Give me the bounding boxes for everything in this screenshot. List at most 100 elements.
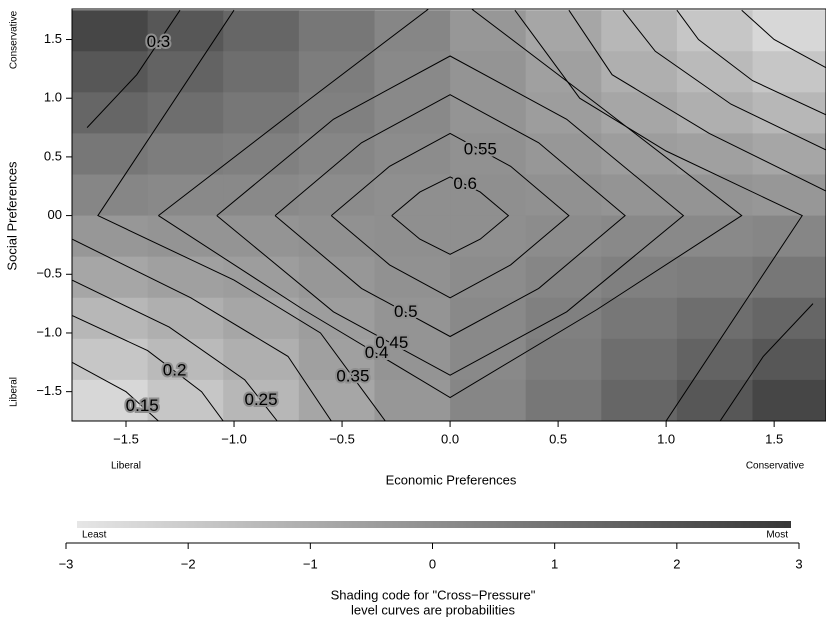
- heat-cell: [72, 10, 149, 52]
- heat-cell: [676, 133, 754, 176]
- x-tick-label: 1.5: [765, 431, 783, 446]
- colorbar-tick-label: −1: [303, 556, 318, 571]
- heat-cell: [601, 338, 678, 381]
- y-tick-label: −1.5: [36, 383, 62, 398]
- heat-cell: [374, 51, 451, 93]
- heat-cell: [72, 174, 149, 217]
- heat-cell: [298, 174, 375, 217]
- heat-cell: [298, 133, 375, 176]
- contour-label: 0.4: [365, 343, 389, 362]
- heat-cell: [374, 174, 451, 217]
- heat-cell: [298, 92, 375, 134]
- heat-cell: [752, 256, 826, 299]
- heat-cell: [752, 51, 826, 93]
- contour-line: [216, 55, 685, 376]
- heat-cell: [450, 92, 527, 134]
- colorbar: [77, 521, 791, 528]
- heat-cell: [298, 379, 375, 421]
- contour-label: 0.3: [147, 32, 171, 51]
- y-axis-title: Social Preferences: [4, 161, 19, 271]
- heat-cell: [298, 215, 375, 258]
- heat-cell: [374, 92, 451, 134]
- y-tick-label: 0.5: [44, 148, 62, 163]
- x-axis-title: Economic Preferences: [386, 472, 517, 487]
- heat-cell: [223, 10, 300, 52]
- heat-cell: [223, 133, 300, 176]
- heat-cell: [525, 92, 602, 134]
- heat-cell: [752, 379, 826, 421]
- heat-cell: [676, 10, 754, 52]
- heat-cell: [223, 256, 300, 299]
- heat-cell: [147, 92, 224, 134]
- heat-cell: [223, 338, 300, 381]
- heat-cell: [147, 379, 224, 421]
- heat-cell: [601, 174, 678, 217]
- contour-label: 0.6: [453, 174, 477, 193]
- contour-line: [274, 94, 626, 338]
- y-tick-label: −1.0: [36, 324, 62, 339]
- heat-cell: [223, 92, 300, 134]
- heat-cell: [147, 297, 224, 340]
- heat-cell: [676, 92, 754, 134]
- colorbar-title: Shading code for "Cross−Pressure": [331, 587, 536, 602]
- heat-cell: [752, 10, 826, 52]
- contours: 0.6 0.55 0.5 0.450.4 0.35 0.3 0.25 0.20.15: [72, 9, 826, 421]
- colorbar-tick-label: 2: [673, 556, 680, 571]
- heat-cell: [525, 215, 602, 258]
- heat-cell: [752, 92, 826, 134]
- x-tick-label: −1.5: [113, 431, 139, 446]
- x-tick-label: 0.0: [441, 431, 459, 446]
- heatmap: [72, 10, 826, 421]
- x-low-label: Liberal: [111, 461, 141, 472]
- heat-cell: [601, 133, 678, 176]
- heat-cell: [72, 338, 149, 381]
- heat-cell: [525, 297, 602, 340]
- heat-cell: [450, 51, 527, 93]
- contour-label: 0.2: [163, 361, 187, 380]
- heat-cell: [72, 133, 149, 176]
- y-tick-label: 1.0: [44, 90, 62, 105]
- heat-cell: [450, 215, 527, 258]
- heat-cell: [72, 215, 149, 258]
- heat-cell: [752, 297, 826, 340]
- colorbar-tick-label: −3: [59, 556, 74, 571]
- heat-cell: [147, 338, 224, 381]
- plot-frame: [71, 8, 826, 422]
- contour-line: [158, 9, 743, 399]
- heat-cell: [374, 215, 451, 258]
- heat-cell: [525, 133, 602, 176]
- heat-cell: [298, 51, 375, 93]
- heat-cell: [525, 174, 602, 217]
- colorbar-low-label: Least: [82, 530, 107, 541]
- y-high-label: Conservative: [9, 10, 20, 69]
- heat-cell: [147, 256, 224, 299]
- heat-cell: [374, 379, 451, 421]
- contour-line: [72, 9, 826, 421]
- heat-cell: [676, 256, 754, 299]
- contour-label: 0.25: [244, 390, 277, 409]
- heat-cell: [601, 297, 678, 340]
- heat-cell: [223, 297, 300, 340]
- heat-cell: [676, 215, 754, 258]
- heat-cell: [752, 133, 826, 176]
- heat-cell: [374, 10, 451, 52]
- colorbar-tick-label: 0: [429, 556, 436, 571]
- heat-cell: [298, 297, 375, 340]
- heat-cell: [676, 297, 754, 340]
- heat-cell: [525, 256, 602, 299]
- y-tick-label: 00: [48, 207, 62, 222]
- contour-label: 0.45: [375, 333, 408, 352]
- heat-cell: [601, 92, 678, 134]
- heat-cell: [601, 215, 678, 258]
- heat-cell: [450, 379, 527, 421]
- heat-cell: [752, 215, 826, 258]
- contour-label: 0.35: [336, 366, 369, 385]
- x-tick-label: −1.0: [221, 431, 247, 446]
- contour-line: [72, 9, 826, 421]
- heat-cell: [147, 174, 224, 217]
- heat-cell: [72, 297, 149, 340]
- heat-cell: [223, 174, 300, 217]
- colorbar-subtitle: level curves are probabilities: [351, 602, 516, 617]
- contour-line: [72, 9, 826, 421]
